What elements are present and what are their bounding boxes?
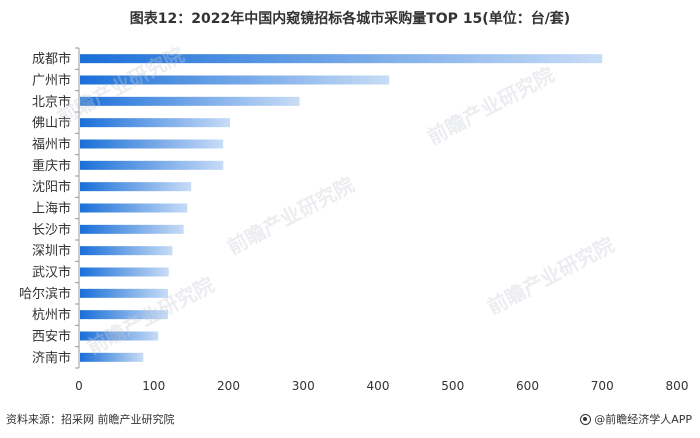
x-tick-label: 600 — [516, 379, 539, 393]
category-label: 杭州市 — [32, 307, 71, 323]
category-label: 济南市 — [32, 350, 71, 366]
brand-credit: @前瞻经济学人APP — [580, 411, 692, 427]
source-note: 资料来源：招采网 前瞻产业研究院 — [6, 413, 175, 426]
category-label: 沈阳市 — [32, 179, 71, 195]
category-label: 广州市 — [32, 73, 71, 89]
category-label: 福州市 — [32, 137, 71, 153]
bar-3 — [80, 96, 300, 106]
bar-10 — [80, 246, 173, 256]
category-label: 成都市 — [32, 51, 71, 67]
category-label: 佛山市 — [32, 115, 71, 131]
bar-5 — [80, 139, 224, 149]
category-label: 上海市 — [32, 201, 71, 217]
bar-15 — [80, 352, 144, 362]
category-label: 北京市 — [32, 94, 71, 110]
x-tick-label: 700 — [591, 379, 614, 393]
brand-text: @前瞻经济学人APP — [594, 413, 692, 426]
brand-logo-icon — [580, 413, 592, 425]
bar-6 — [80, 160, 224, 170]
bar-4 — [80, 118, 230, 128]
x-tick-label: 500 — [441, 379, 464, 393]
x-tick-label: 400 — [367, 379, 390, 393]
category-label: 重庆市 — [32, 158, 71, 174]
bar-12 — [80, 288, 168, 298]
bar-11 — [80, 267, 169, 277]
bar-13 — [80, 310, 168, 320]
category-label: 武汉市 — [32, 265, 71, 281]
x-tick-label: 800 — [666, 379, 689, 393]
x-tick-label: 100 — [142, 379, 165, 393]
bar-1 — [80, 54, 603, 64]
chart-title: 图表12：2022年中国内窥镜招标各城市采购量TOP 15(单位：台/套) — [129, 11, 571, 27]
x-tick-label: 0 — [75, 379, 83, 393]
category-label: 哈尔滨市 — [19, 286, 71, 302]
bar-7 — [80, 182, 192, 192]
bar-2 — [80, 75, 390, 85]
bar-14 — [80, 331, 159, 341]
category-label: 西安市 — [32, 329, 71, 345]
category-label: 深圳市 — [32, 243, 71, 259]
category-label: 长沙市 — [32, 222, 71, 238]
x-tick-label: 300 — [292, 379, 315, 393]
bar-9 — [80, 224, 184, 234]
x-tick-label: 200 — [217, 379, 240, 393]
bar-8 — [80, 203, 188, 213]
